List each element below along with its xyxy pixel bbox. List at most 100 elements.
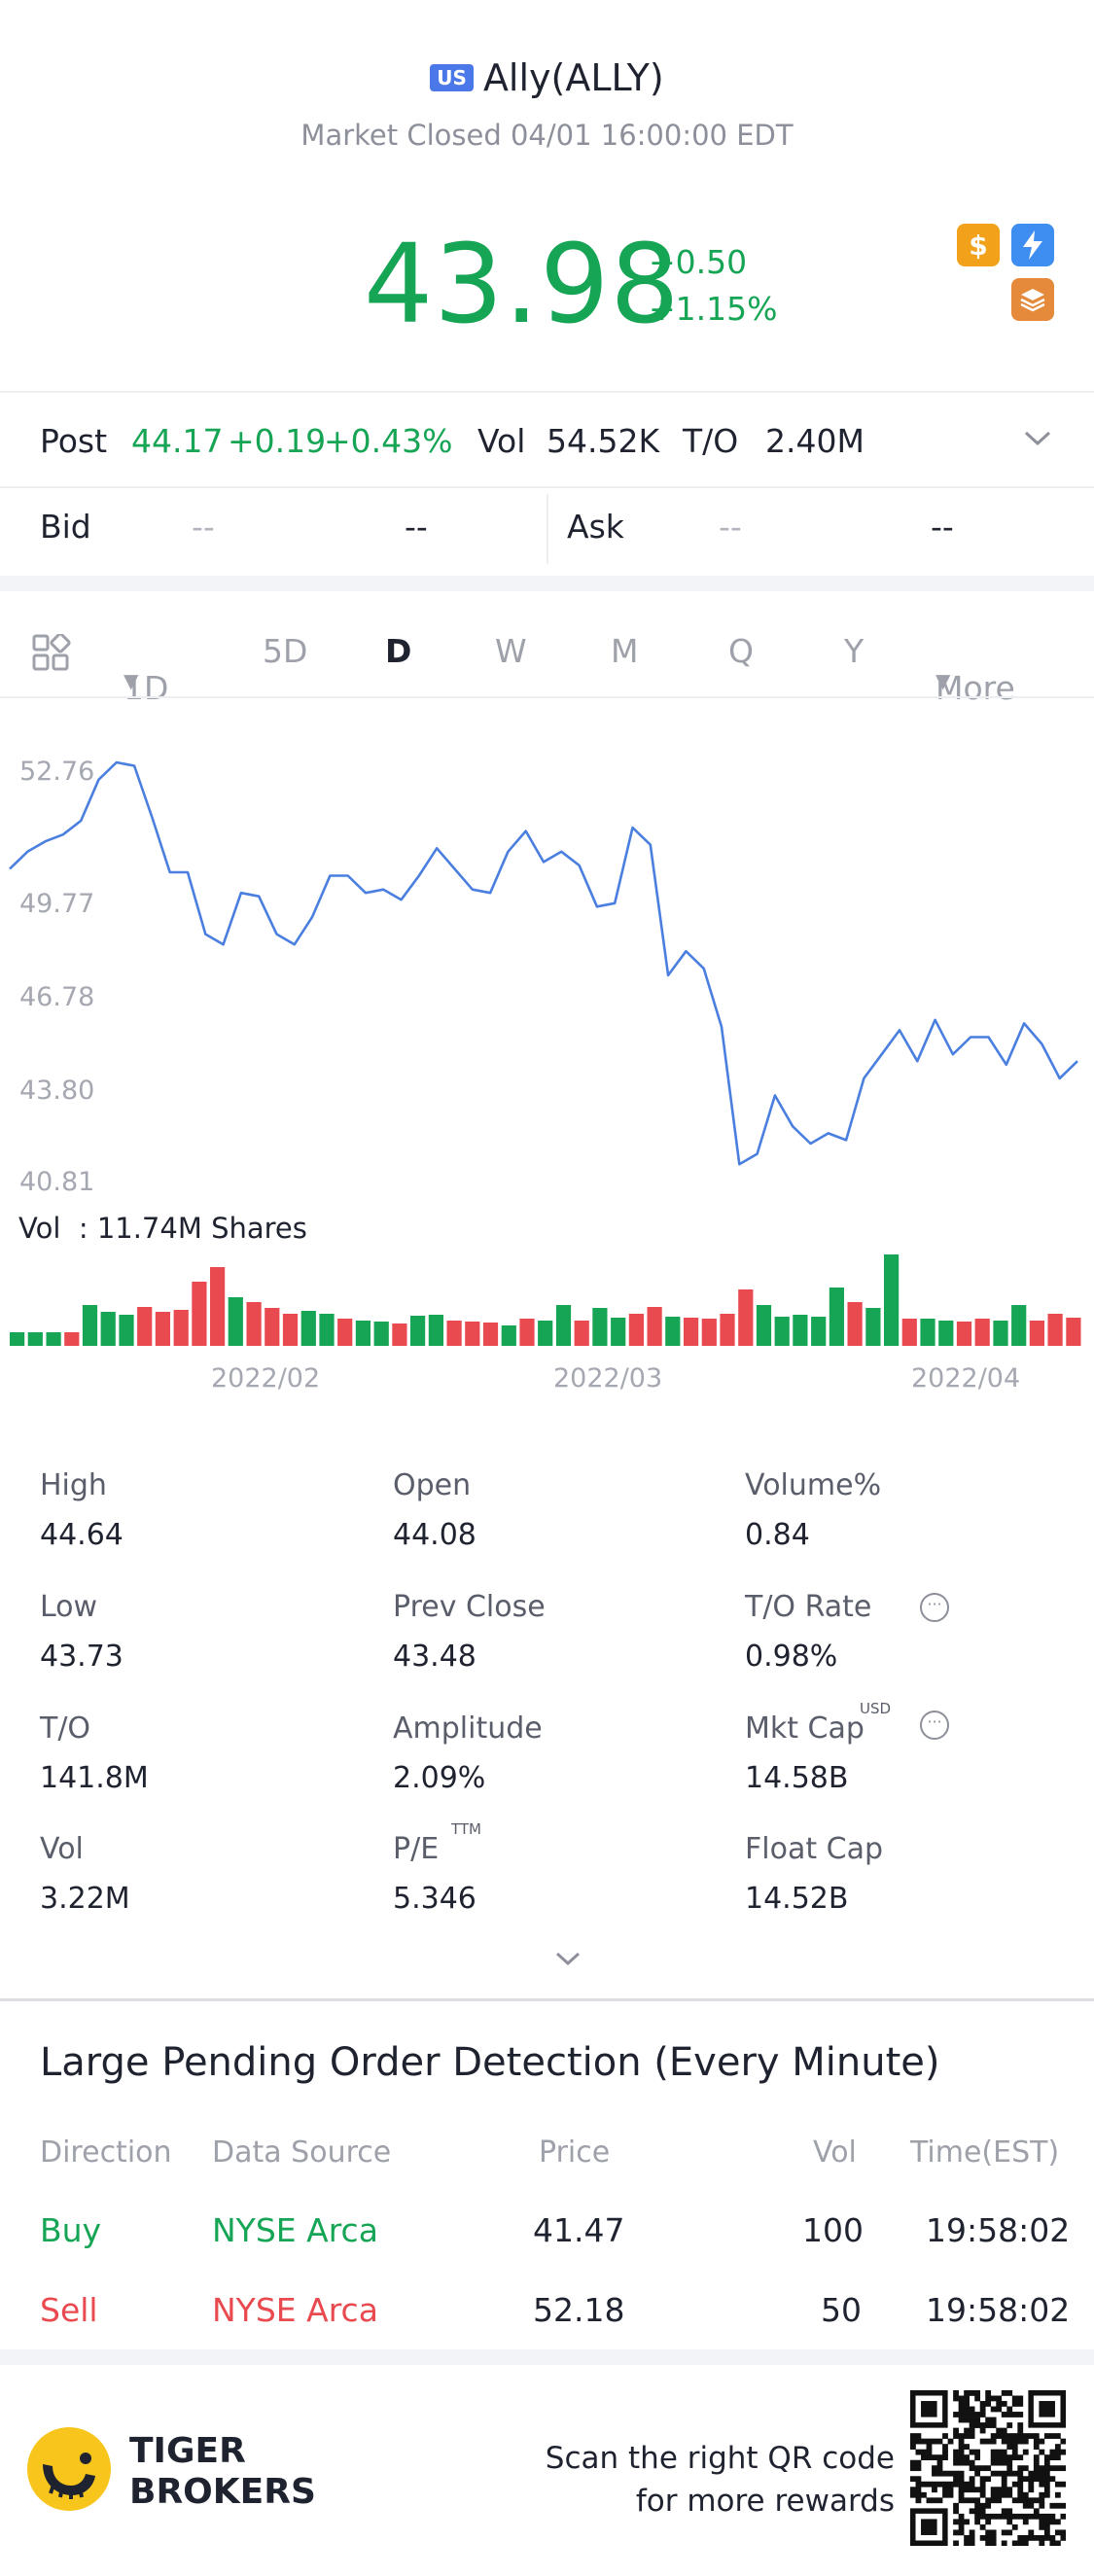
volume-bar — [592, 1308, 608, 1346]
post-vol: 54.52K — [547, 422, 660, 460]
volume-bar — [829, 1288, 844, 1346]
price-series-line — [9, 760, 1078, 1166]
ask-size: -- — [931, 508, 954, 546]
grid-layout-icon[interactable] — [32, 634, 71, 673]
tab-day[interactable]: D — [385, 632, 412, 670]
volume-bar — [10, 1332, 25, 1346]
volume-bar — [901, 1319, 917, 1346]
stat-value: 14.52B — [745, 1882, 849, 1916]
stat-value: 3.22M — [40, 1882, 130, 1916]
tab-1d-label: 1D — [124, 669, 169, 707]
ask-price: -- — [719, 508, 742, 546]
change-amount: +0.50 — [649, 243, 748, 281]
tab-5d[interactable]: 5D — [263, 632, 308, 670]
stat-label: Amplitude — [393, 1711, 543, 1746]
volume-bar — [738, 1289, 754, 1346]
tab-quarter[interactable]: Q — [728, 632, 754, 670]
volume-bar — [410, 1316, 426, 1346]
volume-bar — [884, 1254, 900, 1346]
stat-label: T/O Rate — [745, 1590, 872, 1624]
scan-line: Scan the right QR code — [545, 2441, 895, 2476]
stat-value: 0.98% — [745, 1640, 838, 1674]
volume-bar — [938, 1321, 954, 1346]
volume-bar — [64, 1332, 80, 1346]
brand-line: TIGER — [129, 2431, 246, 2471]
caret-down-icon: ▼ — [935, 669, 951, 692]
stat-value: 44.64 — [40, 1518, 124, 1552]
volume-bar — [355, 1321, 371, 1346]
layers-icon[interactable] — [1011, 278, 1054, 321]
stat-label: Volume% — [745, 1468, 882, 1502]
market-status: Market Closed 04/01 16:00:00 EDT — [300, 119, 794, 152]
volume-bar — [246, 1302, 262, 1346]
stat-value: 14.58B — [745, 1761, 849, 1795]
volume-bar — [974, 1319, 990, 1346]
chevron-down-icon[interactable] — [1023, 430, 1052, 447]
order-source: NYSE Arca — [212, 2211, 378, 2249]
volume-bar — [82, 1305, 98, 1346]
volume-bar — [665, 1317, 681, 1346]
volume-bar-chart[interactable] — [0, 1245, 1094, 1348]
volume-bar — [392, 1323, 407, 1346]
volume-bar — [555, 1305, 572, 1346]
col-header-price: Price — [539, 2135, 611, 2170]
dollar-icon[interactable]: $ — [957, 224, 1000, 266]
info-icon[interactable]: ··· — [920, 1593, 949, 1622]
volume-label-text: Vol — [18, 1212, 61, 1245]
col-header-direction: Direction — [40, 2135, 172, 2170]
tab-year[interactable]: Y — [844, 632, 865, 670]
chevron-down-icon[interactable] — [554, 1951, 582, 1966]
stat-value: 5.346 — [393, 1882, 476, 1916]
stat-label: P/E — [393, 1832, 440, 1866]
volume-bar — [501, 1325, 516, 1346]
stat-label: Float Cap — [745, 1832, 884, 1866]
volume-bar — [684, 1318, 699, 1346]
x-tick: 2022/02 — [211, 1363, 321, 1394]
stat-superscript: USD — [860, 1700, 892, 1717]
stat-value: 44.08 — [393, 1518, 476, 1552]
section-title: Large Pending Order Detection (Every Min… — [40, 2040, 940, 2085]
price-line-chart[interactable] — [0, 739, 1094, 1206]
volume-bar — [1047, 1314, 1063, 1346]
volume-bar — [319, 1314, 335, 1346]
volume-bar — [993, 1321, 1008, 1346]
qr-code-icon[interactable] — [910, 2390, 1066, 2546]
volume-bar — [265, 1308, 280, 1346]
info-icon[interactable]: ··· — [920, 1711, 949, 1740]
col-header-time: Time(EST) — [910, 2135, 1060, 2170]
volume-bar — [300, 1311, 316, 1346]
volume-bar — [428, 1315, 443, 1346]
y-tick: 52.76 — [19, 757, 95, 787]
volume-label: Vol : 11.74M Shares — [18, 1212, 307, 1245]
volume-bar — [173, 1310, 189, 1346]
ask-label: Ask — [567, 508, 624, 546]
volume-bar — [574, 1321, 589, 1346]
order-time: 19:58:02 — [926, 2211, 1071, 2249]
volume-bar — [865, 1308, 881, 1346]
post-price: 44.17 — [131, 422, 224, 460]
volume-bar — [282, 1314, 299, 1346]
volume-bar — [538, 1321, 553, 1346]
stat-label: T/O — [40, 1711, 91, 1746]
region-badge: US — [430, 64, 474, 91]
tab-week[interactable]: W — [495, 632, 527, 670]
quote-header: US Ally(ALLY) Market Closed 04/01 16:00:0… — [0, 0, 1094, 389]
col-header-source: Data Source — [212, 2135, 392, 2170]
stat-value: 141.8M — [40, 1761, 149, 1795]
scan-line: for more rewards — [635, 2484, 895, 2519]
tiger-logo-icon — [27, 2427, 111, 2511]
volume-bar — [793, 1315, 808, 1346]
volume-bar — [1011, 1305, 1027, 1346]
volume-bar — [647, 1307, 662, 1346]
tab-month[interactable]: M — [611, 632, 639, 670]
volume-bar — [1066, 1318, 1081, 1346]
volume-bar — [701, 1319, 717, 1346]
order-price: 41.47 — [533, 2211, 625, 2249]
volume-bar — [46, 1332, 61, 1346]
stat-label: Open — [393, 1468, 472, 1502]
lightning-icon[interactable] — [1011, 224, 1054, 266]
brand-name: TIGER BROKERS — [129, 2431, 316, 2513]
volume-bar — [628, 1314, 644, 1346]
post-market-row[interactable]: Post 44.17 +0.19 +0.43% Vol 54.52K T/O 2… — [0, 393, 1094, 486]
volume-bar — [519, 1319, 535, 1346]
